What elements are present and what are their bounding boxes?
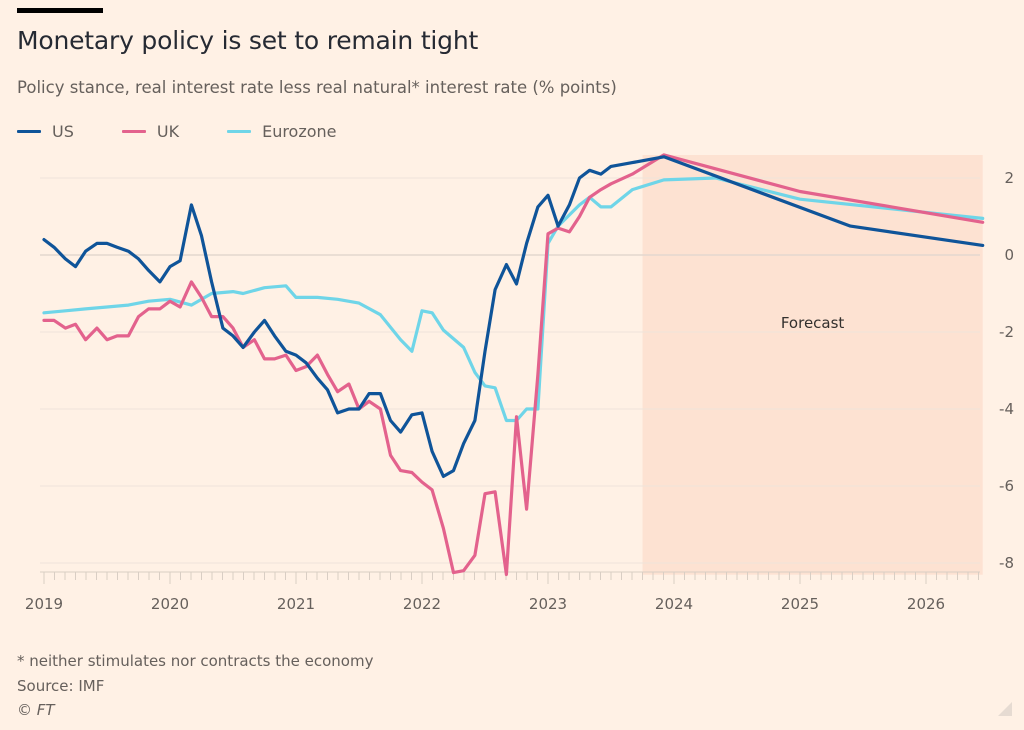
legend-swatch-uk bbox=[121, 130, 146, 133]
source-note: Source: IMF bbox=[17, 677, 105, 695]
legend-label-eurozone: Eurozone bbox=[262, 122, 337, 141]
x-tick-label: 2020 bbox=[151, 595, 189, 613]
x-tick-label: 2021 bbox=[277, 595, 315, 613]
x-tick-label: 2025 bbox=[781, 595, 819, 613]
line-chart: Forecast 2 0 -2 -4 -6 -8 2019 2020 2021 2022 2023 20… bbox=[25, 153, 1014, 613]
legend-swatch-us bbox=[17, 130, 41, 133]
resize-handle-icon[interactable] bbox=[998, 702, 1012, 716]
x-tick-label: 2023 bbox=[529, 595, 567, 613]
legend-item-eurozone: Eurozone bbox=[227, 122, 337, 141]
y-tick-label: -4 bbox=[999, 400, 1014, 418]
forecast-label: Forecast bbox=[781, 314, 845, 332]
x-tick-label: 2022 bbox=[403, 595, 441, 613]
chart-title: Monetary policy is set to remain tight bbox=[17, 26, 479, 55]
copyright-note: © FT bbox=[17, 701, 55, 719]
y-tick-label: -8 bbox=[999, 554, 1014, 572]
legend-item-us: US bbox=[17, 122, 74, 141]
legend-label-uk: UK bbox=[156, 122, 180, 141]
x-tick-label: 2019 bbox=[25, 595, 63, 613]
y-tick-label: 2 bbox=[1004, 169, 1014, 187]
footnote: * neither stimulates nor contracts the e… bbox=[17, 652, 374, 670]
y-tick-label: -2 bbox=[999, 323, 1014, 341]
chart-subtitle: Policy stance, real interest rate less r… bbox=[17, 78, 617, 97]
forecast-region bbox=[642, 155, 983, 575]
y-tick-label: 0 bbox=[1004, 246, 1014, 264]
series-line-uk bbox=[42, 153, 985, 577]
series-line-eurozone bbox=[42, 176, 985, 423]
y-tick-label: -6 bbox=[999, 477, 1014, 495]
legend: US UK Eurozone bbox=[17, 122, 385, 141]
x-tick-label: 2024 bbox=[655, 595, 693, 613]
legend-label-us: US bbox=[52, 122, 74, 141]
x-tick-label: 2026 bbox=[907, 595, 945, 613]
ft-brand-bar bbox=[17, 8, 103, 13]
legend-item-uk: UK bbox=[121, 122, 180, 141]
legend-swatch-eurozone bbox=[227, 130, 252, 133]
series-line-us bbox=[42, 155, 985, 478]
